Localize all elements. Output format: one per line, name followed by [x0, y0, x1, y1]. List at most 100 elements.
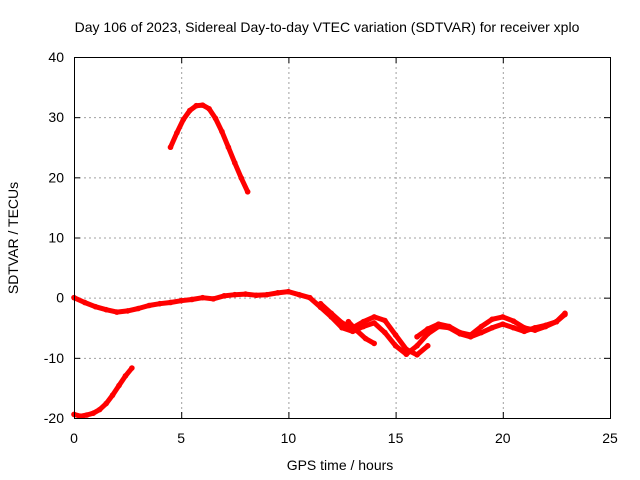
data-point: [189, 296, 195, 303]
data-point: [232, 160, 238, 166]
data-point: [562, 311, 568, 318]
data-point: [109, 392, 116, 398]
series-arc-5: [345, 318, 377, 347]
data-point: [274, 290, 281, 296]
data-point: [371, 340, 377, 347]
data-point: [103, 306, 109, 313]
data-point: [317, 300, 324, 307]
y-tick-label: 30: [48, 109, 64, 125]
y-axis-label: SDTVAR / TECUs: [5, 182, 21, 294]
data-point: [489, 316, 495, 323]
x-axis-label: GPS time / hours: [287, 457, 394, 473]
data-point: [81, 299, 88, 306]
data-point: [382, 329, 388, 336]
x-tick-label: 0: [70, 430, 78, 446]
series-arc-1: [71, 365, 135, 419]
data-point: [77, 413, 84, 419]
data-point: [542, 323, 549, 330]
data-point: [186, 107, 193, 114]
data-point: [371, 314, 377, 320]
data-point: [371, 320, 377, 326]
data-point: [500, 321, 506, 327]
data-point: [510, 318, 517, 324]
data-point: [212, 115, 219, 122]
data-point: [242, 291, 249, 297]
data-point: [414, 352, 420, 358]
y-tick-label: 20: [48, 169, 64, 185]
data-point: [392, 332, 399, 338]
data-point: [354, 327, 360, 334]
data-point: [92, 303, 99, 310]
data-point: [199, 294, 206, 301]
data-point: [206, 105, 212, 112]
data-point: [156, 300, 163, 307]
data-point: [225, 144, 232, 151]
y-tick-label: 10: [48, 230, 64, 246]
data-point: [174, 130, 180, 136]
data-point: [210, 296, 217, 302]
series-line: [345, 319, 377, 346]
data-point: [167, 299, 174, 306]
data-point: [84, 412, 90, 418]
y-tick-label: -20: [44, 410, 64, 426]
data-point: [146, 302, 152, 309]
series-arc-6: [414, 311, 568, 340]
data-point: [307, 294, 313, 301]
data-point: [478, 323, 485, 330]
data-point: [328, 310, 335, 317]
data-point: [489, 324, 495, 331]
data-point: [116, 382, 122, 389]
data-point: [345, 318, 352, 325]
data-point: [521, 324, 528, 331]
data-point: [90, 410, 97, 416]
data-point: [178, 297, 184, 304]
data-point: [510, 324, 517, 331]
data-point: [360, 318, 367, 325]
data-point: [193, 102, 200, 109]
data-point: [362, 335, 369, 342]
x-tick-label: 15: [388, 430, 404, 446]
grid: [74, 57, 610, 418]
y-tick-label: 40: [48, 49, 64, 65]
data-point: [253, 292, 260, 299]
data-point: [553, 318, 560, 325]
data-point: [238, 175, 245, 181]
data-point: [446, 323, 453, 330]
data-point: [457, 329, 463, 336]
x-tick-label: 5: [177, 430, 185, 446]
data-point: [467, 332, 474, 338]
chart-title: Day 106 of 2023, Sidereal Day-to-day VTE…: [75, 19, 580, 35]
tick-labels: 0 5 10 15 20 25 -20 -10 0 10 20 30 40: [44, 49, 618, 446]
data-point: [129, 365, 135, 371]
data-point: [199, 102, 206, 108]
y-tick-label: -10: [44, 350, 64, 366]
series-arc-3: [71, 288, 568, 358]
data-point: [122, 373, 129, 379]
data-point: [103, 400, 109, 407]
data-point: [219, 128, 225, 135]
data-point: [478, 329, 485, 336]
data-point: [392, 343, 399, 349]
data-point: [339, 324, 345, 331]
data-point: [296, 291, 302, 298]
data-point: [135, 305, 142, 312]
data-point: [244, 188, 251, 195]
y-tick-label: 0: [56, 290, 64, 306]
data-point: [180, 116, 187, 123]
plot-area: [71, 102, 568, 419]
series-arc-2: [167, 102, 251, 195]
data-point: [403, 346, 410, 353]
data-point: [124, 308, 131, 314]
data-point: [285, 288, 292, 295]
data-point: [167, 144, 174, 151]
data-point: [382, 317, 388, 324]
data-point: [114, 309, 120, 315]
x-tick-label: 25: [602, 430, 618, 446]
data-point: [424, 326, 431, 332]
data-point: [532, 327, 538, 333]
series-line: [71, 365, 135, 419]
data-point: [500, 314, 506, 320]
data-point: [435, 321, 442, 327]
plot-frame: [74, 57, 611, 419]
data-point: [232, 291, 238, 298]
